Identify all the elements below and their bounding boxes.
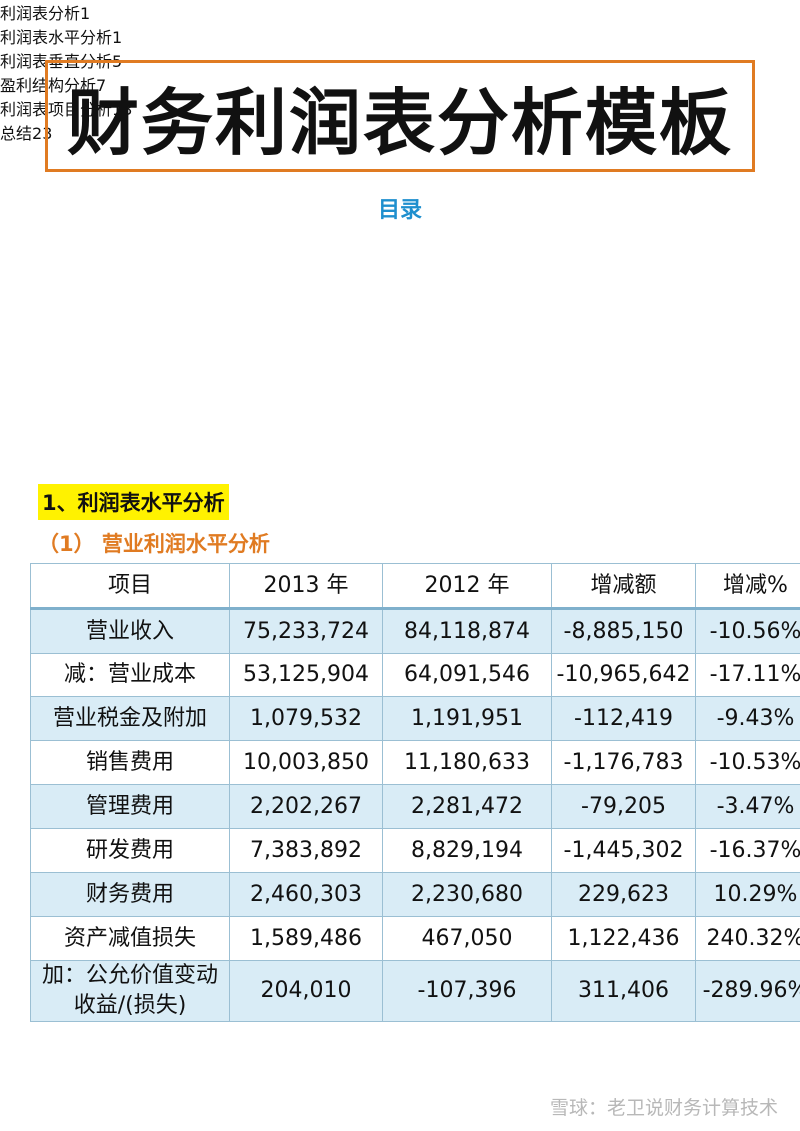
table-row: 营业税金及附加 1,079,532 1,191,951 -112,419 -9.43% [30, 696, 800, 741]
table-cell: 1,191,951 [382, 696, 552, 741]
toc-label: 利润表分析 [0, 4, 81, 23]
title: 财务利润表分析模板 [45, 60, 755, 172]
table-cell: 229,623 [551, 872, 696, 917]
header-cell: 2012 年 [382, 563, 552, 610]
table-row: 销售费用 10,003,850 11,180,633 -1,176,783 -10.53… [30, 740, 800, 785]
table-cell: 10.29% [695, 872, 800, 917]
table-cell: 53,125,904 [229, 653, 383, 697]
table-cell: -10.56% [695, 608, 800, 654]
table-body: 营业收入 75,233,724 84,118,874 -8,885,150 -10.56… [30, 608, 800, 1022]
table-cell: 467,050 [382, 916, 552, 961]
table-cell: -16.37% [695, 828, 800, 873]
toc-heading: 目录 [377, 198, 422, 223]
table-cell: 营业税金及附加 [30, 696, 230, 741]
table-row: 研发费用 7,383,892 8,829,194 -1,445,302 -16.37% [30, 828, 800, 873]
header-row: 项目 2013 年 2012 年增减额 增减% [30, 563, 800, 610]
watermark: 雪球：老卫说财务计算技术 [549, 1097, 778, 1119]
table-cell: 2,460,303 [229, 872, 383, 917]
header-cell: 2013 年 [229, 563, 383, 610]
toc-item: 利润表分析1 [0, 0, 522, 24]
table-cell: -10,965,642 [551, 653, 696, 697]
table-row: 管理费用 2,202,267 2,281,472 -79,205 -3.47% [30, 784, 800, 829]
table-cell: -9.43% [695, 696, 800, 741]
table-cell: 8,829,194 [382, 828, 552, 873]
table-cell: 2,202,267 [229, 784, 383, 829]
table-row: 加：公允价值变动收益/(损失) 204,010 -107,396 311,406 -28… [30, 960, 800, 1022]
table-row: 减：营业成本 53,125,904 64,091,546 -10,965,642 -17… [30, 653, 800, 697]
table-row: 资产减值损失 1,589,486 467,050 1,122,436 240.32% [30, 916, 800, 961]
table-cell: 10,003,850 [229, 740, 383, 785]
table-cell: 240.32% [695, 916, 800, 961]
table-cell: -8,885,150 [551, 608, 696, 654]
table-cell: 资产减值损失 [30, 916, 230, 961]
table-cell: 311,406 [551, 960, 696, 1022]
table-cell: -79,205 [551, 784, 696, 829]
table-cell: 1,122,436 [551, 916, 696, 961]
toc-page: 1 [80, 4, 91, 23]
header-cell: 增减额 [551, 563, 696, 610]
table-cell: -112,419 [551, 696, 696, 741]
toc-page: 7 [96, 76, 107, 95]
table-cell: 75,233,724 [229, 608, 383, 654]
toc-page: 1 [112, 28, 123, 47]
table-cell: 管理费用 [30, 784, 230, 829]
header-cell: 增减% [695, 563, 800, 610]
toc-label: 利润表项目分析 [0, 100, 113, 119]
table-cell: 加：公允价值变动收益/(损失) [30, 960, 230, 1022]
table-row: 财务费用 2,460,303 2,230,680 229,623 10.29% [30, 872, 800, 917]
table-cell: 减：营业成本 [30, 653, 230, 697]
table-cell: 2,230,680 [382, 872, 552, 917]
table-cell: -17.11% [695, 653, 800, 697]
table-row: 营业收入 75,233,724 84,118,874 -8,885,150 -10.56… [30, 608, 800, 654]
table-cell: -289.96% [695, 960, 800, 1022]
header-cell: 项目 [30, 563, 230, 610]
table-cell: 1,079,532 [229, 696, 383, 741]
table-cell: 1,589,486 [229, 916, 383, 961]
toc-label: 总结 [0, 124, 33, 143]
table-cell: -1,176,783 [551, 740, 696, 785]
toc-item: 盈利结构分析7 [0, 72, 522, 96]
table-cell: 204,010 [229, 960, 383, 1022]
toc-item: 利润表项目分析13 [0, 96, 536, 120]
table-cell: 64,091,546 [382, 653, 552, 697]
table-cell: -10.53% [695, 740, 800, 785]
table-cell: 11,180,633 [382, 740, 552, 785]
table-cell: -3.47% [695, 784, 800, 829]
toc-item: 利润表水平分析1 [0, 24, 522, 48]
table: 项目 2013 年 2012 年增减额 增减% 营业收入 75,233,724 84,118… [30, 563, 800, 1022]
toc-label: 盈利结构分析 [0, 76, 97, 95]
table-cell: 研发费用 [30, 828, 230, 873]
toc-page: 13 [112, 100, 133, 119]
toc-label: 利润表水平分析 [0, 28, 113, 47]
section-heading: 1、利润表水平分析 [38, 484, 229, 520]
table-cell: -107,396 [382, 960, 552, 1022]
table-cell: 财务费用 [30, 872, 230, 917]
table-cell: 营业收入 [30, 608, 230, 654]
section-subheading: （1） 营业利润水平分析 [38, 532, 270, 556]
table-cell: 销售费用 [30, 740, 230, 785]
table-cell: 2,281,472 [382, 784, 552, 829]
table-cell: 7,383,892 [229, 828, 383, 873]
table-cell: 84,118,874 [382, 608, 552, 654]
table-cell: -1,445,302 [551, 828, 696, 873]
